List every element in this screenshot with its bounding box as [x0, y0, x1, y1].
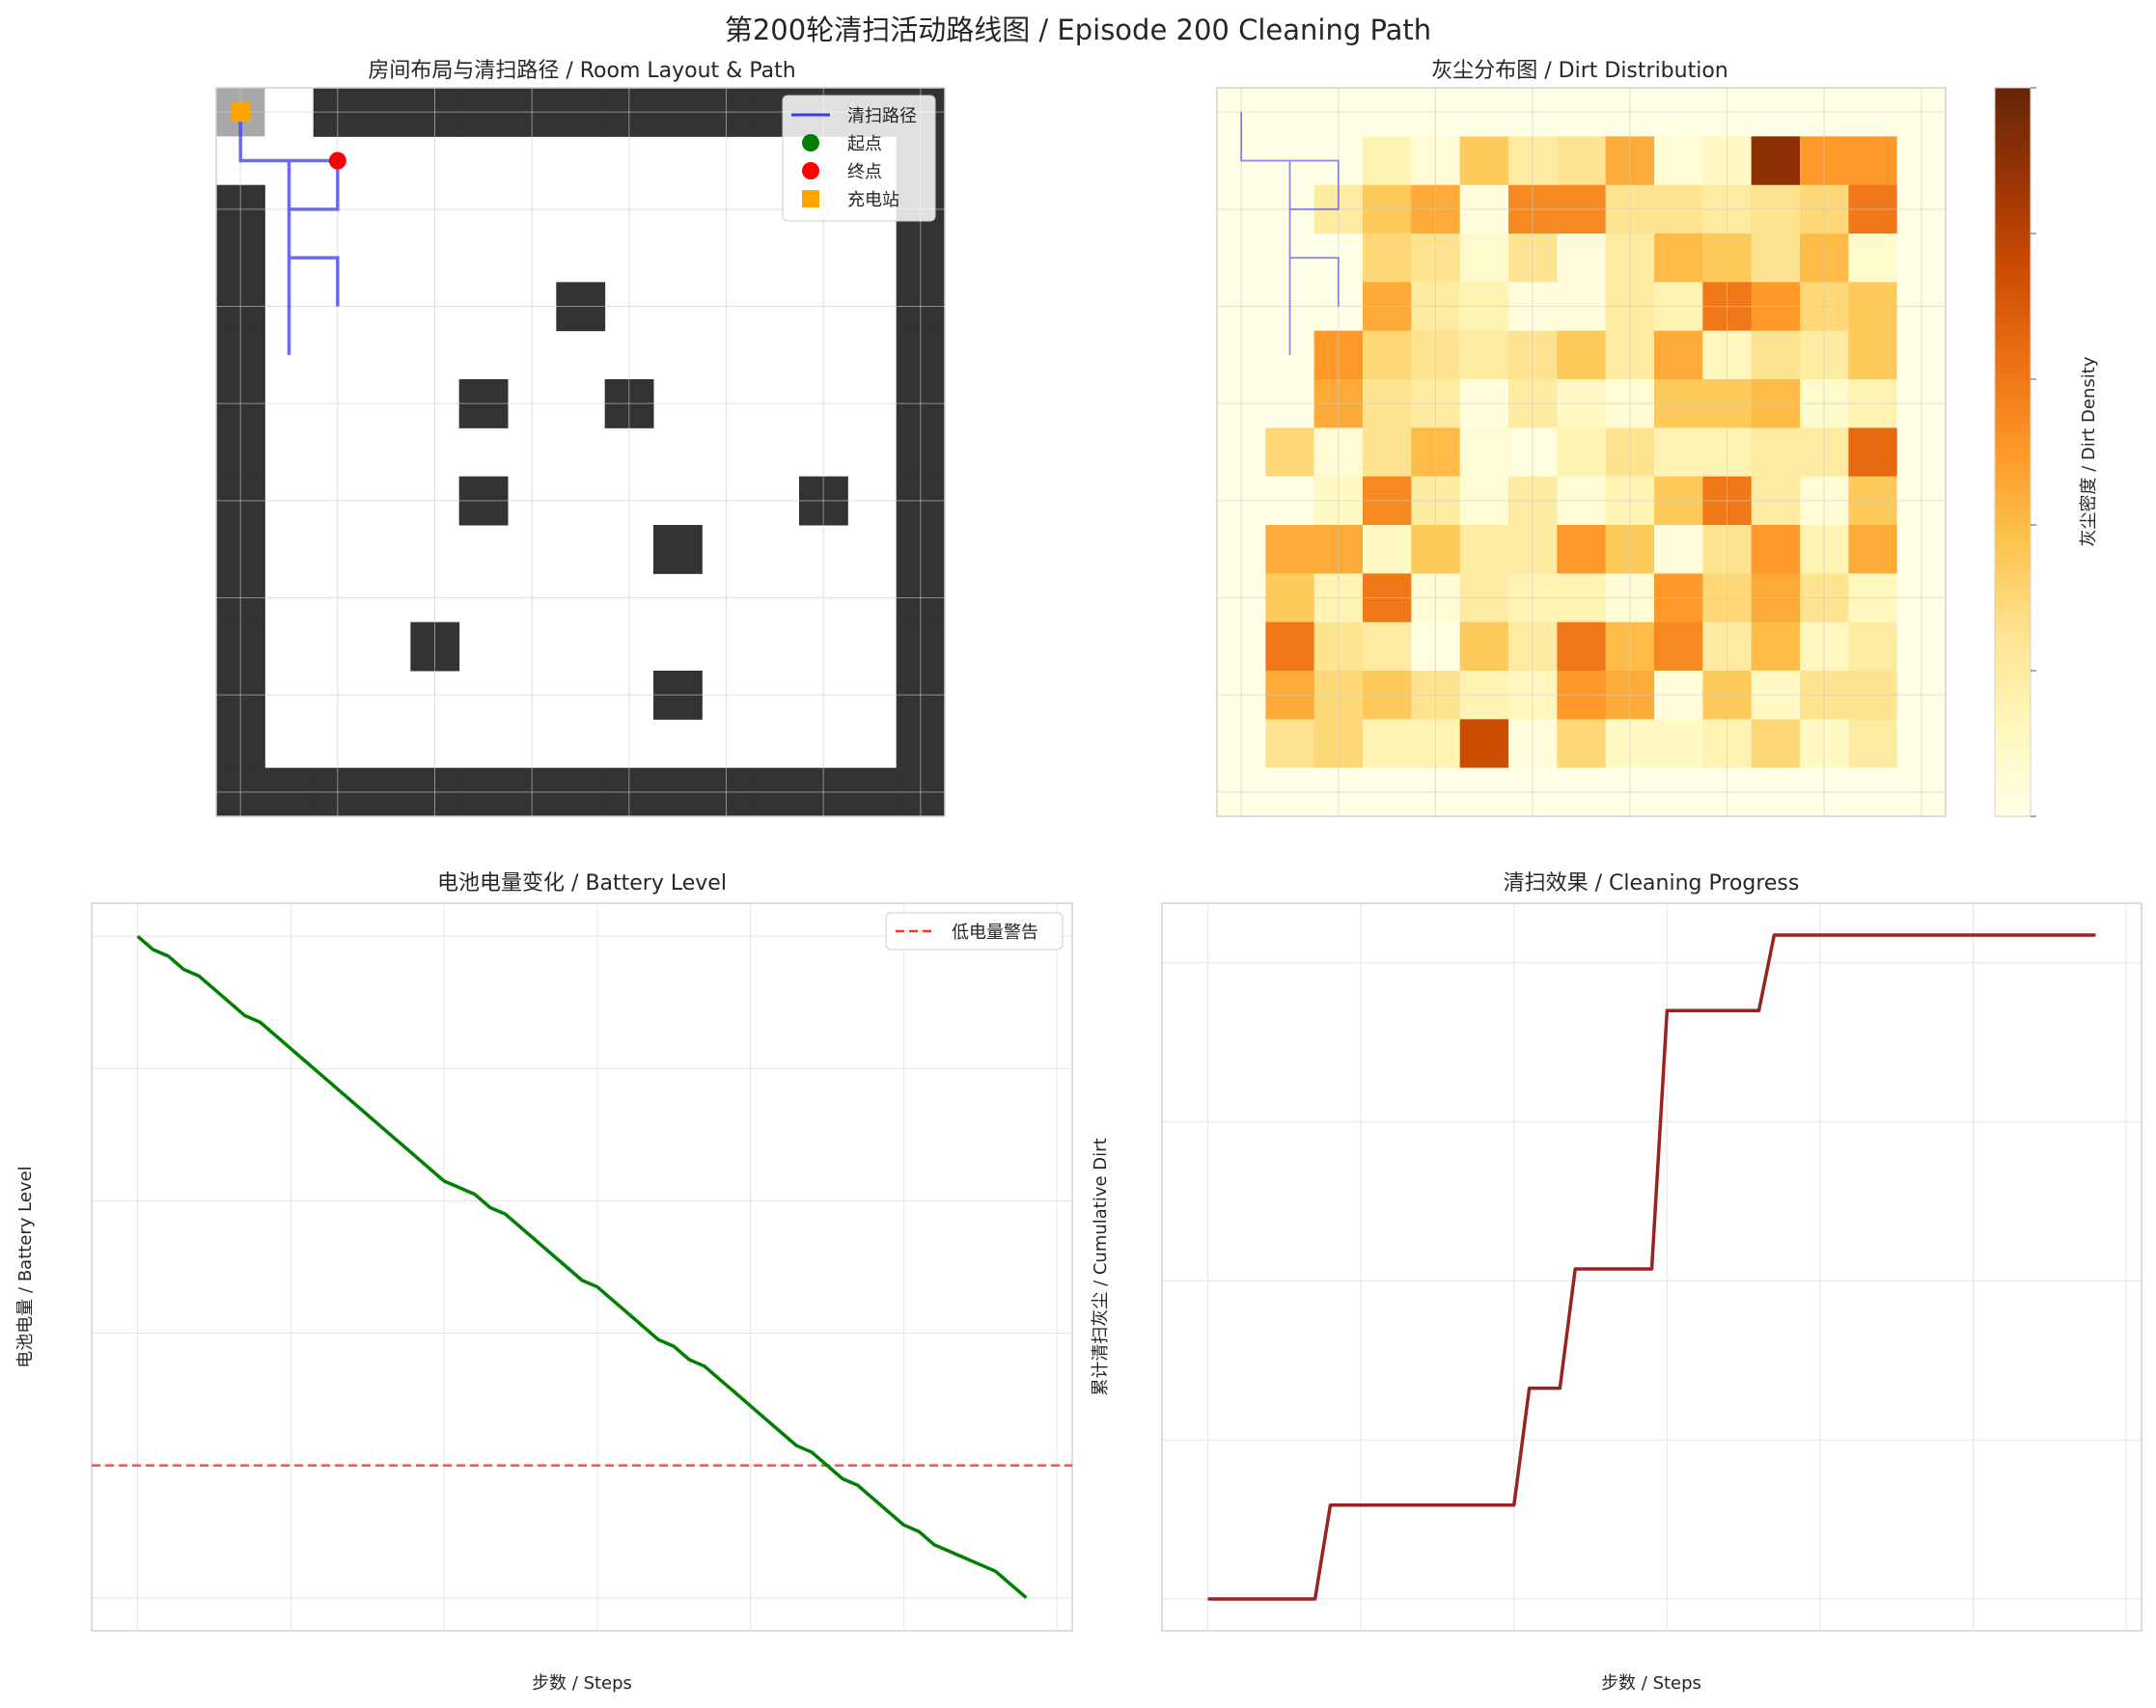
progress-title: 清扫效果 / Cleaning Progress	[1504, 871, 1800, 895]
legend-start-marker	[802, 134, 819, 152]
dirt-cell	[1848, 621, 1898, 672]
dirt-cell	[1459, 621, 1509, 672]
obstacle-cell	[653, 525, 703, 574]
dirt-cell	[1848, 719, 1898, 769]
dirt-cell	[1363, 427, 1412, 478]
dirt-cell	[1459, 234, 1509, 283]
battery-panel: 电池电量变化 / Battery Level 步数 / Steps 电池电量 /…	[15, 871, 1073, 1694]
dirt-cell	[1459, 330, 1509, 380]
end-marker	[328, 152, 346, 170]
dirt-path-overlay	[1240, 112, 1340, 355]
dirt-cell	[1557, 330, 1607, 380]
dirt-cell	[1557, 525, 1607, 574]
dirt-cell	[1848, 427, 1898, 478]
battery-legend-label: 低电量警告	[952, 923, 1038, 943]
legend-start-label: 起点	[847, 134, 882, 154]
colorbar	[1994, 87, 2032, 817]
dirt-cell	[1459, 136, 1509, 186]
colorbar-ticks	[2031, 87, 2036, 817]
dirt-cell	[1848, 234, 1898, 283]
battery-legend: 低电量警告	[885, 912, 1064, 950]
progress-series	[1207, 933, 2096, 1601]
dirt-cell	[1654, 525, 1703, 574]
dirt-cell	[1654, 427, 1703, 478]
dirt-cell	[1363, 234, 1412, 283]
dirt-cell	[1751, 234, 1801, 283]
room-layout-panel: 房间布局与清扫路径 / Room Layout & Path 清扫路径 起点 终…	[215, 59, 946, 817]
room-legend-box	[782, 95, 936, 222]
dirt-cell	[1751, 136, 1801, 186]
dirt-cell	[1751, 330, 1801, 380]
path-line	[1240, 112, 1340, 355]
dirt-cell	[1363, 136, 1412, 186]
dirt-cell	[1459, 427, 1509, 478]
dirt-cell	[1751, 525, 1801, 574]
dirt-cell	[1265, 427, 1315, 478]
dirt-cell	[1459, 525, 1509, 574]
progress-xlabel: 步数 / Steps	[1601, 1673, 1701, 1694]
dirt-axes-frame	[1216, 87, 1947, 817]
battery-line	[136, 934, 1028, 1600]
room-cleaning-path	[231, 102, 346, 355]
dirt-cell	[1654, 621, 1703, 672]
dirt-gridlines	[1217, 88, 1946, 816]
legend-station-marker	[802, 190, 819, 207]
legend-end-label: 终点	[847, 162, 882, 182]
dirt-cell	[1654, 136, 1703, 186]
battery-xlabel: 步数 / Steps	[532, 1673, 632, 1694]
dirt-cell	[1654, 330, 1703, 380]
legend-station-label: 充电站	[847, 190, 899, 210]
cleaning-progress-panel: 清扫效果 / Cleaning Progress 步数 / Steps 累计清扫…	[1091, 871, 2142, 1694]
dirt-cell	[1363, 621, 1412, 672]
battery-legend-box	[885, 912, 1064, 950]
legend-end-marker	[802, 162, 819, 179]
room-axes-frame	[215, 87, 946, 817]
dirt-cell	[1459, 719, 1509, 769]
dirt-cell	[1557, 621, 1607, 672]
dirt-cell	[1557, 234, 1607, 283]
dirt-distribution-title: 灰尘分布图 / Dirt Distribution	[1431, 59, 1728, 83]
dirt-cell	[1751, 427, 1801, 478]
progress-line	[1207, 933, 2096, 1601]
dirt-cell	[1654, 719, 1703, 769]
battery-title: 电池电量变化 / Battery Level	[437, 871, 727, 895]
dirt-cell	[1848, 136, 1898, 186]
battery-series	[136, 934, 1028, 1600]
progress-axes-frame	[1161, 902, 2142, 1632]
legend-path-label: 清扫路径	[847, 106, 917, 126]
dirt-cell	[1363, 525, 1412, 574]
dirt-cell	[1751, 621, 1801, 672]
dirt-cell	[1363, 719, 1412, 769]
battery-axes-frame	[91, 902, 1073, 1632]
dirt-cell	[1265, 621, 1315, 672]
dirt-cell	[1654, 234, 1703, 283]
battery-ylabel: 电池电量 / Battery Level	[15, 1166, 36, 1367]
dirt-heatmap	[1217, 88, 1947, 817]
room-layout-title: 房间布局与清扫路径 / Room Layout & Path	[368, 59, 795, 83]
room-legend: 清扫路径 起点 终点 充电站	[782, 95, 936, 222]
progress-ylabel: 累计清扫灰尘 / Cumulative Dirt	[1091, 1138, 1111, 1395]
dirt-distribution-panel: 灰尘分布图 / Dirt Distribution 灰尘密度 / Dirt De…	[1216, 59, 2099, 817]
dirt-cell	[1557, 719, 1607, 769]
dirt-cell	[1557, 136, 1607, 186]
dirt-cell	[1363, 330, 1412, 380]
charging-station-marker	[231, 102, 251, 123]
dirt-cell	[1557, 427, 1607, 478]
colorbar-label: 灰尘密度 / Dirt Density	[2079, 356, 2099, 546]
dirt-cell	[1265, 719, 1315, 769]
dirt-cell	[1848, 330, 1898, 380]
dirt-cell	[1751, 719, 1801, 769]
dirt-cell	[1848, 525, 1898, 574]
dirt-cell	[1265, 525, 1315, 574]
figure-title: 第200轮清扫活动路线图 / Episode 200 Cleaning Path	[725, 14, 1431, 46]
